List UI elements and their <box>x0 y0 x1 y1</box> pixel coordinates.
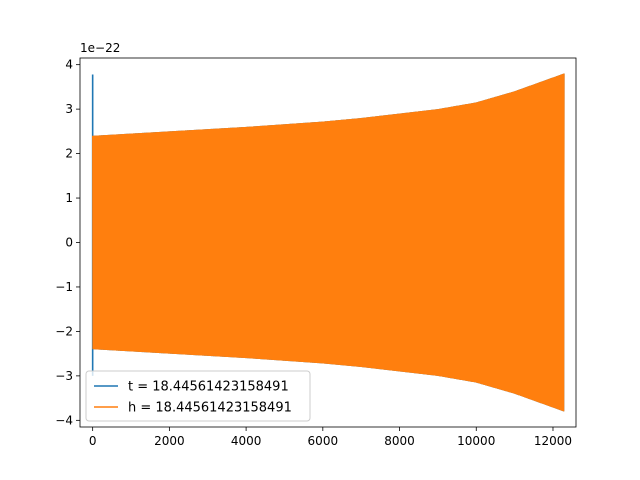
y-scale-offset-label: 1e−22 <box>80 41 120 55</box>
x-tick-label: 2000 <box>154 434 185 448</box>
y-tick-label: −4 <box>55 413 73 427</box>
legend-box <box>85 370 311 422</box>
x-tick-label: 10000 <box>457 434 495 448</box>
y-tick-label: −3 <box>55 369 73 383</box>
series-2-line <box>92 73 565 412</box>
legend-label-2: h = 18.44561423158491 <box>128 401 292 416</box>
x-tick-label: 6000 <box>308 434 339 448</box>
y-tick-label: 4 <box>65 58 73 72</box>
y-tick-label: 2 <box>65 147 73 161</box>
axes-layer: 0 2000 4000 6000 8000 10000 12000 −4 −3 −2 −1 0 1 2 3 4 <box>55 57 577 448</box>
y-tick-label: −2 <box>55 324 73 338</box>
x-tick-label: 8000 <box>384 434 415 448</box>
x-tick-label: 0 <box>89 434 97 448</box>
x-tick-label: 4000 <box>231 434 262 448</box>
x-tick-label: 12000 <box>534 434 572 448</box>
series-layer <box>91 73 565 412</box>
series-2 <box>92 73 565 412</box>
legend-label-1: t = 18.44561423158491 <box>128 380 289 395</box>
y-tick-label: 1 <box>65 191 73 205</box>
legend: t = 18.44561423158491 h = 18.445614231584… <box>85 370 311 422</box>
y-tick-label: −1 <box>55 280 73 294</box>
y-tick-label: 0 <box>65 236 73 250</box>
y-tick-label: 3 <box>65 102 73 116</box>
